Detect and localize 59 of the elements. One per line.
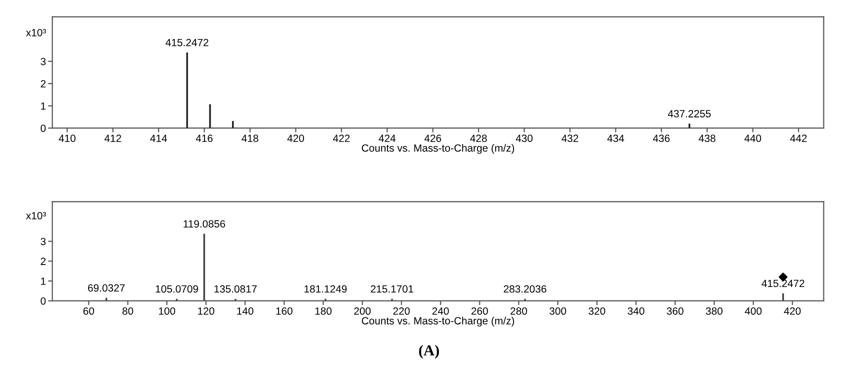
x-tick-label: 160 (276, 307, 292, 315)
x-tick-label: 360 (666, 307, 684, 315)
annotation: 283.2036 (504, 285, 546, 293)
x-tick-label: 420 (784, 307, 801, 315)
text: (A) (419, 344, 439, 359)
x-tick-label: 430 (516, 134, 533, 142)
x-tick-label: 434 (607, 134, 624, 142)
annotation: 215.1701 (370, 285, 414, 293)
y-axis-title: x10³ (26, 212, 46, 220)
x-tick-label: 60 (83, 307, 94, 315)
x-tick-label: 436 (652, 134, 670, 142)
x-tick-label: 320 (588, 307, 606, 315)
x-tick-label: 416 (196, 134, 213, 142)
x-tick-label: 422 (333, 134, 350, 142)
x-tick-label: 280 (510, 307, 528, 315)
x-tick-label: 428 (470, 134, 487, 142)
y-tick-label: 1 (41, 102, 46, 110)
x-tick-label: 400 (744, 307, 762, 315)
x-tick-label: 120 (198, 307, 214, 315)
y-tick-label: 0 (40, 124, 46, 132)
annotation: 69.0327 (88, 284, 125, 292)
annotation: 437.2255 (668, 110, 711, 118)
x-axis-title: Counts vs. Mass-to-Charge (m/z) (362, 316, 514, 327)
x-tick-label: 420 (287, 134, 304, 142)
y-tick-label: 2 (40, 258, 46, 265)
y-tick-label: 3 (40, 238, 46, 246)
x-tick-label: 240 (432, 307, 449, 315)
x-tick-label: 300 (550, 307, 566, 315)
x-tick-label: 442 (790, 134, 807, 142)
x-tick-label: 424 (378, 134, 396, 142)
annotation: 415.2472 (762, 280, 804, 288)
x-tick-label: 80 (122, 307, 134, 315)
annotation: 119.0856 (184, 220, 226, 228)
y-tick-label: 1 (41, 278, 46, 285)
x-axis-title: Counts vs. Mass-to-Charge (m/z) (362, 144, 514, 154)
x-tick-label: 410 (58, 134, 76, 142)
x-tick-label: 440 (744, 134, 762, 142)
x-tick-label: 340 (628, 307, 644, 315)
x-tick-label: 100 (158, 307, 176, 315)
annotation: 105.0709 (156, 285, 198, 293)
y-tick-label: 2 (40, 80, 46, 88)
x-tick-label: 200 (354, 307, 371, 315)
y-axis-title: x10³ (26, 28, 46, 36)
y-tick-label: 3 (40, 58, 46, 66)
x-tick-label: 426 (424, 134, 442, 142)
x-tick-label: 140 (237, 307, 254, 315)
x-tick-label: 418 (242, 134, 258, 142)
y-tick-label: 0 (40, 297, 46, 305)
x-tick-label: 180 (315, 307, 332, 315)
x-tick-label: 260 (471, 307, 488, 315)
annotation: 181.1249 (304, 285, 347, 293)
annotation: 415.2472 (166, 38, 208, 46)
x-tick-label: 220 (393, 307, 410, 315)
x-tick-label: 432 (562, 134, 578, 142)
annotation: 135.0817 (214, 285, 257, 293)
x-tick-label: 412 (104, 134, 122, 142)
x-tick-label: 414 (150, 134, 167, 142)
x-tick-label: 380 (706, 307, 722, 315)
x-tick-label: 438 (698, 134, 716, 142)
